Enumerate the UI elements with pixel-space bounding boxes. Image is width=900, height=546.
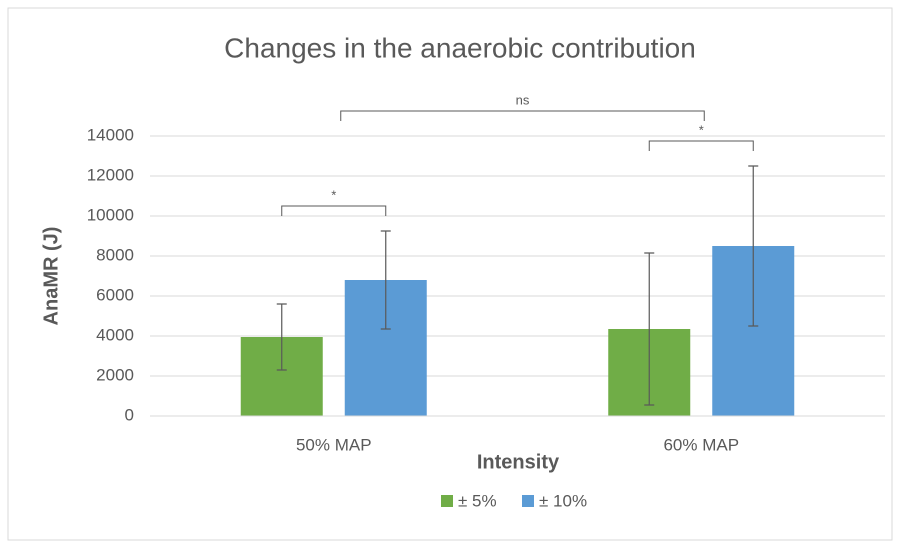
significance-label: *: [331, 187, 336, 202]
x-axis-label: Intensity: [477, 451, 560, 473]
y-tick-label: 4000: [96, 325, 134, 344]
error-bar: [380, 230, 391, 330]
chart-title: Changes in the anaerobic contribution: [224, 32, 696, 63]
significance-bracket: [648, 140, 754, 151]
legend-label: ± 10%: [539, 491, 587, 510]
error-bar: [276, 303, 287, 371]
y-tick-label: 6000: [96, 285, 134, 304]
significance-bracket: [281, 205, 387, 216]
y-axis-label: AnaMR (J): [40, 227, 62, 326]
significance-bracket: [340, 110, 705, 121]
legend-swatch: [441, 495, 453, 507]
x-tick-label: 50% MAP: [296, 435, 372, 454]
error-bar: [644, 252, 655, 406]
legend-swatch: [522, 495, 534, 507]
y-tick-label: 10000: [87, 205, 134, 224]
y-tick-label: 0: [125, 405, 134, 424]
significance-label: *: [699, 122, 704, 137]
y-tick-label: 8000: [96, 245, 134, 264]
y-tick-label: 12000: [87, 165, 134, 184]
significance-label: ns: [516, 92, 530, 107]
legend-label: ± 5%: [458, 491, 497, 510]
y-tick-label: 14000: [87, 125, 134, 144]
x-tick-label: 60% MAP: [663, 435, 739, 454]
y-tick-label: 2000: [96, 365, 134, 384]
error-bar: [748, 165, 759, 327]
